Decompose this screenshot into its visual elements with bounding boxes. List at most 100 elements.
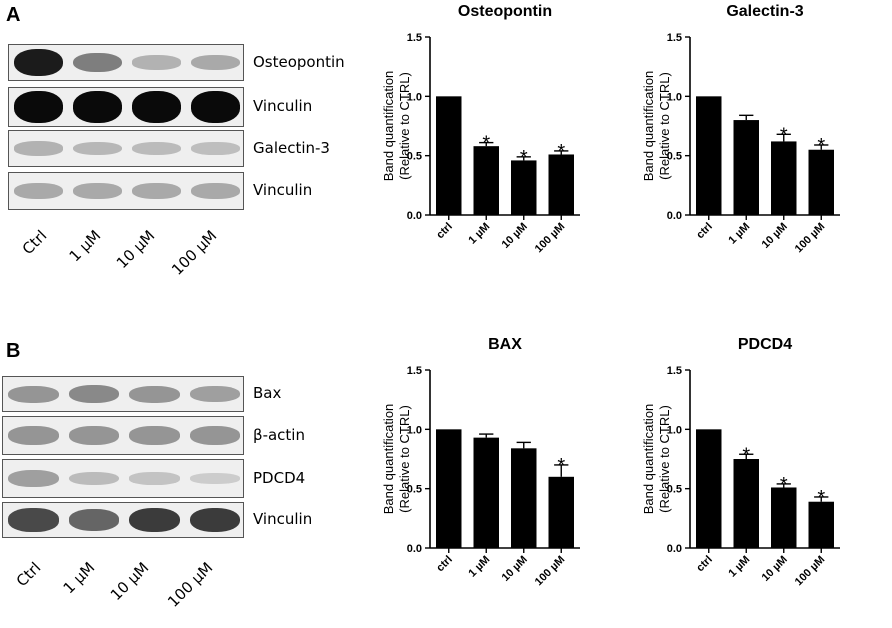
blot-strip [8, 172, 244, 210]
x-tick-label: 10 µM [760, 221, 790, 251]
blot-protein-label: Bax [253, 384, 282, 402]
bar-chart: BAX Band quantification (Relative to CTRL)… [381, 336, 580, 589]
x-tick-label: ctrl [694, 221, 715, 242]
blot-strip [2, 376, 244, 412]
y-tick-label: 1.5 [667, 32, 682, 44]
blot-band [132, 91, 181, 123]
blot-band [132, 183, 181, 199]
y-tick-label: 0.0 [407, 210, 422, 222]
blot-band [191, 54, 240, 71]
blot-strip [8, 44, 244, 81]
y-tick-label: 0.0 [407, 543, 422, 555]
blot-band [191, 183, 240, 199]
y-axis-label: (Relative to CTRL) [397, 72, 412, 180]
blot-band [129, 385, 180, 403]
y-axis-label: (Relative to CTRL) [397, 405, 412, 513]
blot-band [14, 183, 63, 199]
x-tick-label: ctrl [434, 221, 455, 242]
panel-letter-b: B [6, 340, 21, 362]
blot-band [132, 55, 181, 70]
blot-strip [2, 502, 244, 538]
bar [473, 146, 499, 215]
y-tick-label: 0.0 [667, 210, 682, 222]
panel-letter-a: A [6, 4, 21, 26]
significance-marker: * [780, 124, 788, 146]
significance-marker: * [742, 444, 750, 466]
blot-protein-label: PDCD4 [253, 468, 306, 487]
blot-protein-label: β-actin [253, 425, 305, 444]
bar [548, 476, 574, 548]
blot-protein-label: Osteopontin [253, 52, 345, 71]
y-axis-label: Band quantification [641, 71, 656, 182]
y-axis-label: (Relative to CTRL) [657, 72, 672, 180]
y-tick-label: 1.0 [667, 424, 682, 436]
bar [548, 154, 574, 215]
y-tick-label: 1.5 [407, 365, 422, 377]
blot-band [73, 183, 122, 199]
chart-title: PDCD4 [738, 336, 792, 353]
blot-band [68, 384, 119, 404]
significance-marker: * [780, 474, 788, 496]
y-axis-label: (Relative to CTRL) [657, 405, 672, 513]
blot-band [129, 507, 180, 533]
x-tick-label: ctrl [434, 554, 455, 575]
blot-strip [8, 130, 244, 167]
blot-band [14, 141, 63, 156]
chart-title: Galectin-3 [726, 3, 803, 20]
significance-marker: * [817, 487, 825, 509]
blot-protein-label: Vinculin [253, 97, 313, 115]
x-tick-label: 10 µM [500, 554, 530, 584]
blot-protein-label: Vinculin [253, 510, 313, 528]
y-axis-label: Band quantification [381, 71, 396, 182]
chart-title: Osteopontin [458, 3, 552, 20]
blot-band [189, 507, 240, 533]
x-tick-label: 10 µM [500, 221, 530, 251]
blot-band [129, 472, 180, 485]
blot-protein-label: Vinculin [253, 181, 313, 199]
bar [436, 429, 462, 548]
y-axis-label: Band quantification [381, 404, 396, 515]
bar [771, 141, 797, 215]
blot-lane-label: 100 µM [164, 558, 217, 611]
blot-band [191, 91, 240, 123]
chart-title: BAX [488, 336, 522, 353]
y-tick-label: 1.0 [407, 424, 422, 436]
x-tick-label: 100 µM [533, 554, 568, 589]
x-tick-label: 100 µM [793, 554, 828, 589]
blot-strip [2, 416, 244, 455]
bar [808, 149, 834, 215]
y-tick-label: 0.5 [407, 151, 422, 163]
blot-strip [2, 459, 244, 498]
significance-marker: * [557, 141, 565, 163]
blot-band [68, 426, 119, 445]
blot-band [8, 426, 59, 445]
bar-chart: PDCD4 Band quantification (Relative to CTR… [641, 336, 840, 589]
bar [436, 96, 462, 215]
x-tick-label: 100 µM [793, 221, 828, 256]
blot-band [68, 471, 119, 486]
blot-band [14, 91, 63, 123]
x-tick-label: 100 µM [533, 221, 568, 256]
bar [771, 487, 797, 548]
blot-band [189, 473, 240, 484]
significance-marker: * [482, 133, 490, 155]
blot-band [14, 48, 63, 77]
blot-band [68, 509, 119, 531]
blot-band [8, 469, 59, 488]
bar [511, 160, 537, 215]
y-tick-label: 1.0 [407, 91, 422, 103]
x-tick-label: 1 µM [466, 554, 492, 580]
x-tick-label: 1 µM [466, 221, 492, 247]
blot-band [73, 141, 122, 156]
x-tick-label: ctrl [694, 554, 715, 575]
bar [511, 448, 537, 548]
bar [733, 120, 759, 215]
blot-band [129, 426, 180, 445]
y-tick-label: 1.5 [407, 32, 422, 44]
significance-marker: * [557, 455, 565, 477]
bar [696, 429, 722, 548]
blot-lane-label: 100 µM [168, 226, 221, 279]
bar-chart: Galectin-3 Band quantification (Relative t… [641, 3, 840, 256]
y-axis-label: Band quantification [641, 404, 656, 515]
bar [808, 501, 834, 548]
